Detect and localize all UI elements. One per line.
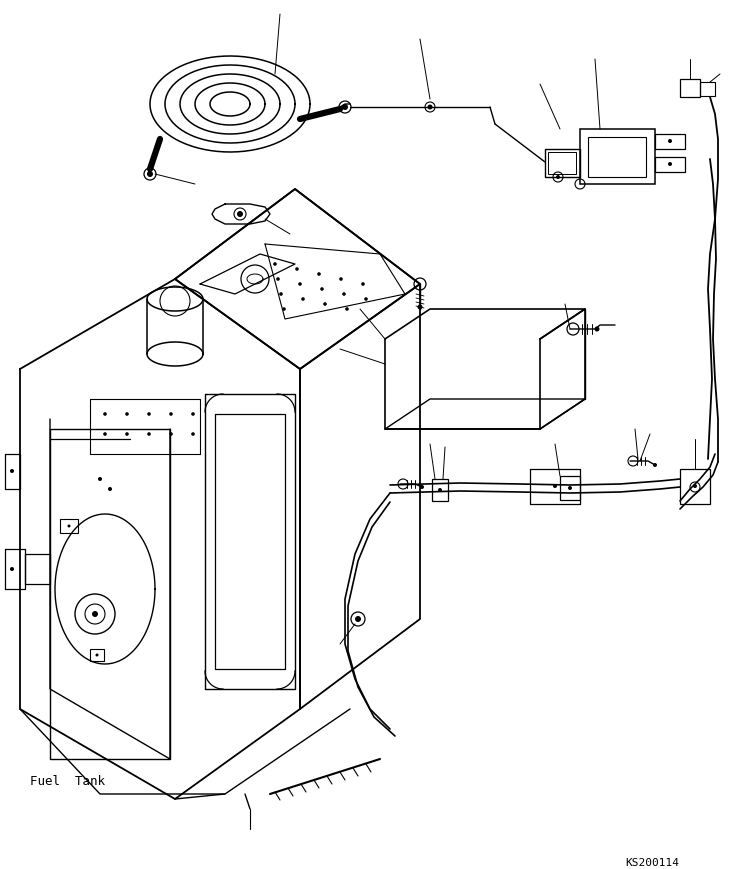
Circle shape [125,433,129,436]
Bar [700,83,715,96]
Text: KS200114: KS200114 [625,857,679,867]
Circle shape [323,303,327,307]
Circle shape [295,268,299,271]
Circle shape [361,283,365,287]
Bar [90,649,104,661]
Circle shape [191,413,195,416]
Circle shape [273,263,277,267]
Circle shape [92,611,98,617]
Circle shape [693,484,697,488]
Circle shape [279,293,283,296]
Circle shape [299,283,302,287]
Circle shape [108,488,112,492]
Circle shape [556,176,560,180]
Circle shape [67,525,70,527]
Circle shape [342,293,346,296]
Circle shape [147,433,151,436]
Circle shape [125,413,129,416]
Circle shape [10,567,14,571]
Circle shape [418,305,423,310]
Bar [588,138,646,178]
Circle shape [103,413,107,416]
Bar [545,149,580,178]
Circle shape [668,140,672,144]
Circle shape [668,163,672,167]
Circle shape [320,288,324,291]
Bar [560,476,580,501]
Circle shape [237,212,243,218]
Circle shape [355,616,361,622]
Circle shape [553,484,557,488]
Circle shape [147,413,151,416]
Bar [655,158,685,173]
Bar [580,129,655,185]
Bar [655,135,685,149]
Bar [432,480,448,501]
Circle shape [364,298,368,302]
Bar [60,520,78,534]
Circle shape [147,172,153,178]
Circle shape [169,433,173,436]
Circle shape [438,488,442,493]
Circle shape [653,463,657,468]
Bar [680,80,700,98]
Circle shape [594,327,599,332]
Circle shape [191,433,195,436]
Circle shape [276,278,280,282]
Text: Fuel  Tank: Fuel Tank [30,774,105,787]
Circle shape [95,653,98,657]
Circle shape [342,105,348,111]
Circle shape [339,278,343,282]
Circle shape [169,413,173,416]
Circle shape [420,486,424,489]
Circle shape [302,298,304,302]
Circle shape [317,273,321,276]
Circle shape [427,105,432,110]
Circle shape [345,308,349,311]
Circle shape [103,433,107,436]
Bar [548,153,576,175]
Bar [680,469,710,504]
Circle shape [98,477,102,481]
Circle shape [568,487,572,490]
Circle shape [10,469,14,474]
Circle shape [282,308,286,311]
